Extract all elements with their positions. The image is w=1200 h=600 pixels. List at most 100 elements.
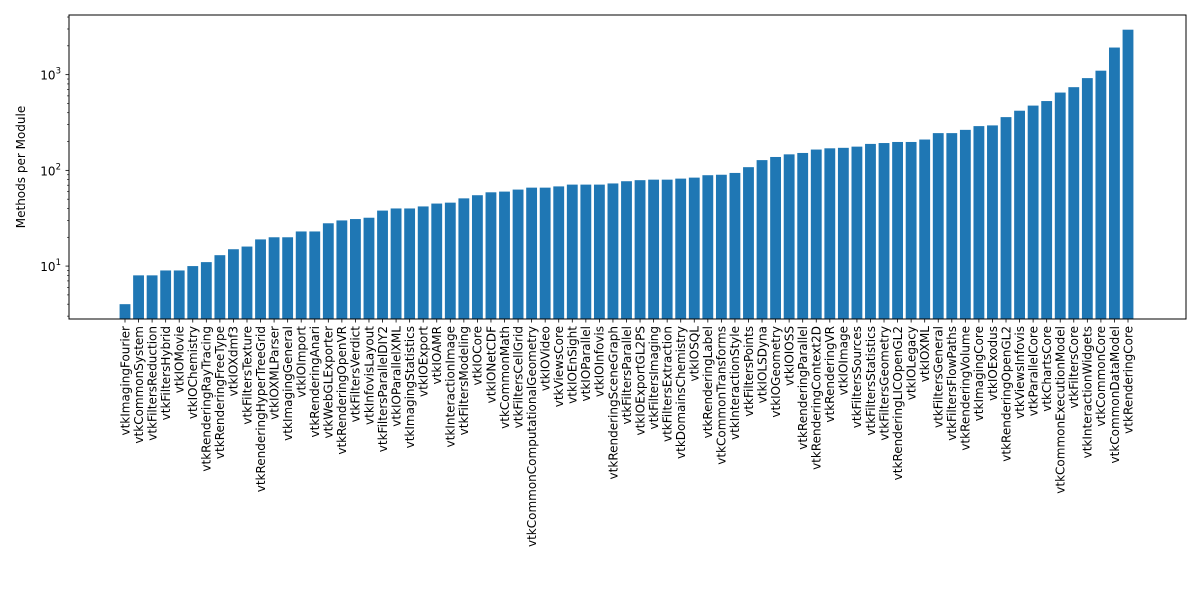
x-tick-label: vtkInteractionStyle [728, 326, 742, 440]
x-tick-label: vtkFiltersGeometry [877, 326, 891, 441]
bar [417, 206, 429, 319]
bar [1081, 78, 1093, 320]
x-tick-label: vtkIOAMR [430, 326, 444, 384]
x-tick-label: vtkFiltersGeneral [932, 326, 946, 428]
x-tick-label: vtkInteractionWidgets [1081, 326, 1095, 458]
bar [471, 195, 483, 319]
bar [485, 192, 497, 319]
bar [444, 202, 456, 319]
x-tick-label: vtkCommonCore [1094, 326, 1108, 427]
x-tick-label: vtkCommonExecutionModel [1054, 326, 1068, 494]
x-tick-label: vtkFiltersCellGrid [511, 326, 525, 428]
x-tick-label: vtkFiltersExtraction [660, 326, 674, 442]
x-tick-label: vtkRenderingSceneGraph [606, 326, 620, 479]
bar [160, 270, 172, 319]
x-tick-label: vtkParallelCore [1026, 326, 1040, 416]
x-tick-label: vtkFiltersCore [1067, 326, 1081, 409]
bar [919, 139, 931, 319]
bar [458, 198, 470, 319]
x-tick-label: vtkIOInfovis [593, 326, 607, 397]
x-tick-label: vtkIOSQL [688, 326, 702, 382]
x-tick-label: vtkRenderingAnari [308, 326, 322, 437]
bar [865, 143, 876, 319]
bar [228, 249, 239, 319]
bar [431, 203, 443, 319]
bar [377, 210, 388, 319]
x-tick-label: vtkIOVideo [538, 326, 552, 391]
bar [756, 160, 768, 319]
bar [1068, 87, 1080, 319]
x-tick-label: vtkImagingGeneral [281, 326, 295, 441]
bar [1122, 29, 1134, 319]
x-tick-label: vtkViewsInfovis [1013, 326, 1027, 419]
plot-area-frame [68, 14, 1187, 320]
x-tick-label: vtkRenderingVR [823, 326, 837, 423]
bar [851, 146, 863, 319]
bar [932, 133, 944, 319]
x-tick-label: vtkFiltersHybrid [159, 326, 173, 420]
x-tick-label: vtkRenderingContext2D [810, 326, 824, 470]
bar [119, 304, 131, 319]
bar [336, 220, 348, 319]
x-tick-label: vtkIOParallel [579, 326, 593, 401]
x-tick-label: vtkIOCore [471, 326, 485, 386]
x-tick-label: vtkFiltersSources [850, 326, 864, 428]
x-tick-label: vtkIOEnSight [566, 326, 580, 404]
bar [390, 208, 402, 319]
y-axis-ticks: 101 102 103 [40, 16, 69, 317]
bar [688, 177, 700, 319]
x-tick-label: vtkFiltersParallelDIY2 [376, 326, 390, 452]
x-tick-label: vtkIOXdmf3 [227, 326, 241, 396]
x-tick-label: vtkIOGeometry [769, 326, 783, 418]
x-tick-label: vtkRenderingOpenVR [335, 326, 349, 455]
bar [363, 217, 375, 319]
x-tick-label: vtkChartsCore [1040, 326, 1054, 412]
bar [607, 183, 619, 319]
x-tick-label: vtkInfovisLayout [362, 326, 376, 425]
bar [797, 152, 809, 319]
bar [553, 186, 565, 319]
bar [1109, 47, 1120, 319]
x-tick-label: vtkRenderingHyperTreeGrid [254, 326, 268, 492]
bar [295, 231, 307, 319]
x-axis-ticks: vtkImagingFourier vtkCommonSystem vtkFilte… [118, 319, 1135, 547]
bar [1054, 92, 1066, 319]
bar [282, 237, 294, 319]
x-tick-label: vtkRenderingCore [1121, 326, 1135, 434]
bar [946, 133, 958, 319]
bar [566, 184, 578, 319]
bar [648, 179, 660, 319]
x-tick-label: vtkFiltersTexture [240, 326, 254, 425]
bar [526, 187, 538, 319]
x-tick-label: vtkDomainsChemistry [674, 326, 688, 459]
bar [743, 167, 754, 319]
y-axis-label: Methods per Module [14, 106, 28, 228]
bar [539, 187, 551, 319]
bar [133, 275, 144, 319]
x-tick-label: vtkIOParallelXML [389, 326, 403, 427]
y-tick-label: 102 [40, 162, 61, 178]
x-tick-label: vtkIOExportGL2PS [633, 326, 647, 436]
x-tick-label: vtkIOXMLParser [267, 326, 281, 420]
bar [1014, 110, 1025, 319]
x-tick-label: vtkIOImage [837, 326, 851, 395]
bar [1027, 105, 1039, 319]
x-tick-label: vtkIOLSDyna [755, 326, 769, 403]
bar [661, 179, 673, 319]
x-tick-label: vtkImagingCore [972, 326, 986, 421]
bar [1000, 117, 1012, 320]
x-tick-label: vtkViewsCore [552, 326, 566, 407]
bar [512, 189, 524, 319]
x-tick-label: vtkFiltersVerdict [349, 326, 363, 423]
bar [1041, 101, 1053, 319]
x-tick-label: vtkIONetCDF [484, 326, 498, 403]
x-tick-label: vtkIOChemistry [186, 326, 200, 419]
bar [350, 219, 361, 319]
x-tick-label: vtkIOLegacy [904, 326, 918, 400]
x-tick-label: vtkIOMovie [173, 326, 187, 393]
bar [146, 275, 158, 319]
bar [783, 154, 795, 319]
x-tick-label: vtkIOExport [416, 326, 430, 397]
bar [715, 174, 727, 319]
